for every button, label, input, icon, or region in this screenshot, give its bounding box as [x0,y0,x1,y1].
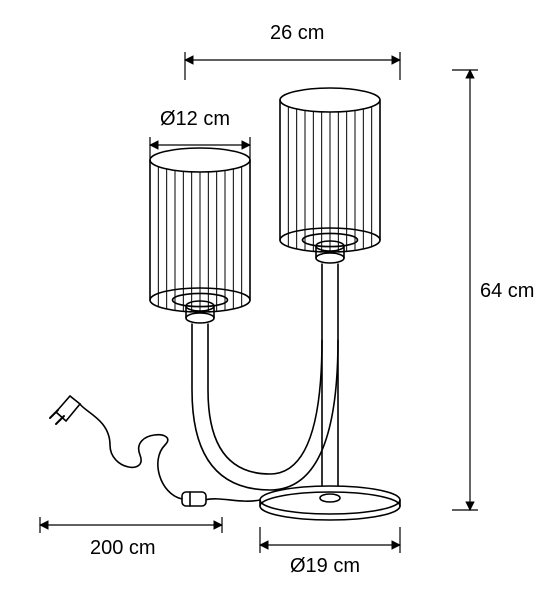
dim-cord-length: 200 cm [90,537,156,560]
dim-base-dia: Ø19 cm [290,555,360,578]
dim-shade-dia: Ø12 cm [160,108,230,131]
dim-height: 64 cm [480,280,534,303]
diagram-canvas: 26 cm Ø12 cm 64 cm Ø19 cm 200 cm [0,0,540,600]
lamp-svg [0,0,540,600]
dim-top-width: 26 cm [270,22,324,45]
